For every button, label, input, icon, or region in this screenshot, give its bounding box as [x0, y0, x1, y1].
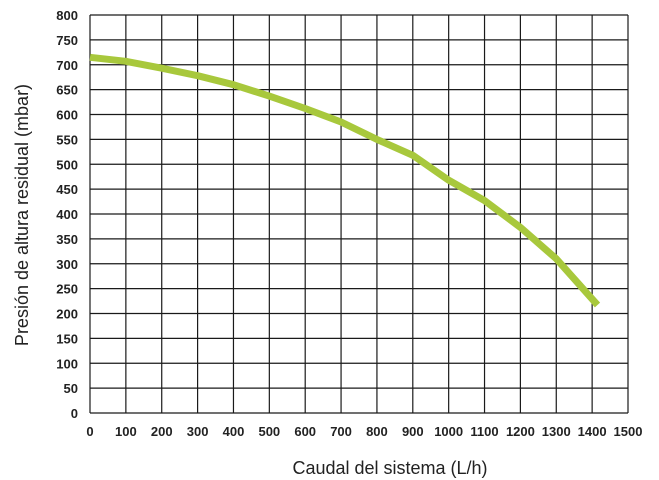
y-tick-label: 550 — [56, 132, 78, 147]
x-tick-label: 800 — [366, 424, 388, 439]
x-tick-label: 400 — [223, 424, 245, 439]
y-tick-label: 400 — [56, 207, 78, 222]
x-tick-label: 1500 — [614, 424, 643, 439]
x-tick-label: 300 — [187, 424, 209, 439]
y-tick-label: 0 — [71, 406, 78, 421]
y-tick-label: 50 — [64, 381, 78, 396]
x-tick-label: 900 — [402, 424, 424, 439]
x-axis-ticks: 0 100 200 300 400 500 600 700 800 900 1000 1100 1200… — [86, 424, 642, 439]
y-tick-label: 450 — [56, 182, 78, 197]
y-tick-label: 700 — [56, 58, 78, 73]
x-tick-label: 500 — [258, 424, 280, 439]
y-tick-label: 250 — [56, 282, 78, 297]
y-tick-label: 100 — [56, 356, 78, 371]
y-tick-label: 500 — [56, 157, 78, 172]
x-tick-label: 1100 — [470, 424, 498, 439]
y-tick-label: 350 — [56, 232, 78, 247]
x-tick-label: 700 — [330, 424, 352, 439]
series-line — [89, 53, 601, 308]
y-tick-label: 750 — [56, 33, 78, 48]
x-tick-label: 600 — [294, 424, 316, 439]
grid — [89, 14, 629, 414]
y-tick-label: 300 — [56, 257, 78, 272]
y-tick-label: 200 — [56, 307, 78, 322]
y-axis-label: Presión de altura residual (mbar) — [12, 84, 32, 346]
y-tick-label: 650 — [56, 83, 78, 98]
x-tick-label: 1000 — [434, 424, 463, 439]
x-axis-label: Caudal del sistema (L/h) — [292, 458, 487, 478]
y-tick-label: 150 — [56, 331, 78, 346]
x-tick-label: 1200 — [506, 424, 535, 439]
x-tick-label: 0 — [86, 424, 93, 439]
x-tick-label: 1400 — [578, 424, 607, 439]
y-axis-ticks: 0 50 100 150 200 250 300 350 400 450 500 550 600 650 7… — [56, 8, 78, 421]
x-tick-label: 100 — [115, 424, 137, 439]
series-layer — [89, 53, 601, 308]
y-tick-label: 800 — [56, 8, 78, 23]
y-tick-label: 600 — [56, 108, 78, 123]
x-tick-label: 200 — [151, 424, 173, 439]
x-tick-label: 1300 — [542, 424, 571, 439]
